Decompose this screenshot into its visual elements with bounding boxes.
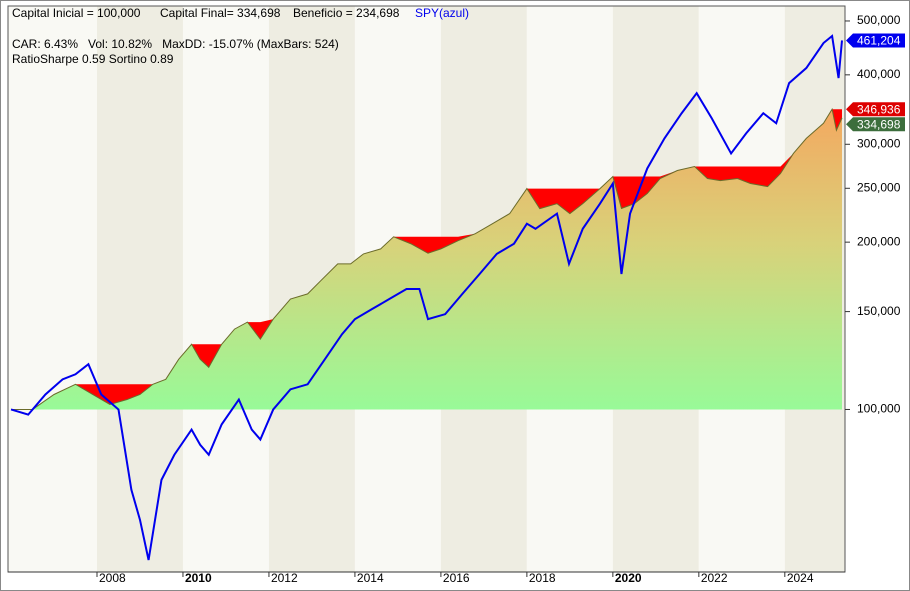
equity-end-label-box [846, 117, 905, 132]
header-capital-inicial: Capital Inicial = 100,000 [12, 6, 141, 20]
spy-end-label: 461,204 [857, 34, 901, 48]
peak-label-box [846, 102, 905, 117]
x-tick-label: 2008 [99, 571, 126, 585]
x-tick-label: 2020 [615, 571, 642, 585]
equity-area [11, 109, 842, 410]
equity-end-label: 334,698 [857, 117, 901, 131]
y-tick-label: 500,000 [857, 13, 901, 27]
x-tick-label: 2022 [701, 571, 728, 585]
header-capital-final: Capital Final= 334,698 [160, 6, 281, 20]
y-tick-label: 100,000 [857, 402, 901, 416]
y-tick-label: 150,000 [857, 304, 901, 318]
x-tick-label: 2014 [357, 571, 384, 585]
year-band [182, 6, 269, 572]
drawdown-area [11, 109, 842, 410]
spy-line [10, 34, 843, 561]
stats-line: RatioSharpe 0.59 Sortino 0.89 [12, 52, 174, 66]
x-tick-label: 2024 [787, 571, 814, 585]
peak-label: 346,936 [857, 102, 901, 116]
equity-line [11, 107, 843, 410]
x-tick-label: 2010 [185, 571, 212, 585]
y-tick-label: 250,000 [857, 180, 901, 194]
stats-line: CAR: 6.43% Vol: 10.82% MaxDD: -15.07% (M… [12, 37, 339, 51]
y-tick-label: 200,000 [857, 234, 901, 248]
x-tick-label: 2012 [271, 571, 298, 585]
spy-end-label-box [846, 33, 905, 48]
y-tick-label: 400,000 [857, 67, 901, 81]
header-beneficio: Beneficio = 234,698 [293, 6, 400, 20]
x-tick-label: 2018 [529, 571, 556, 585]
y-tick-label: 300,000 [857, 136, 901, 150]
year-band [96, 6, 183, 572]
x-tick-label: 2016 [443, 571, 470, 585]
legend-spy: SPY(azul) [415, 6, 469, 20]
year-band [8, 6, 97, 572]
